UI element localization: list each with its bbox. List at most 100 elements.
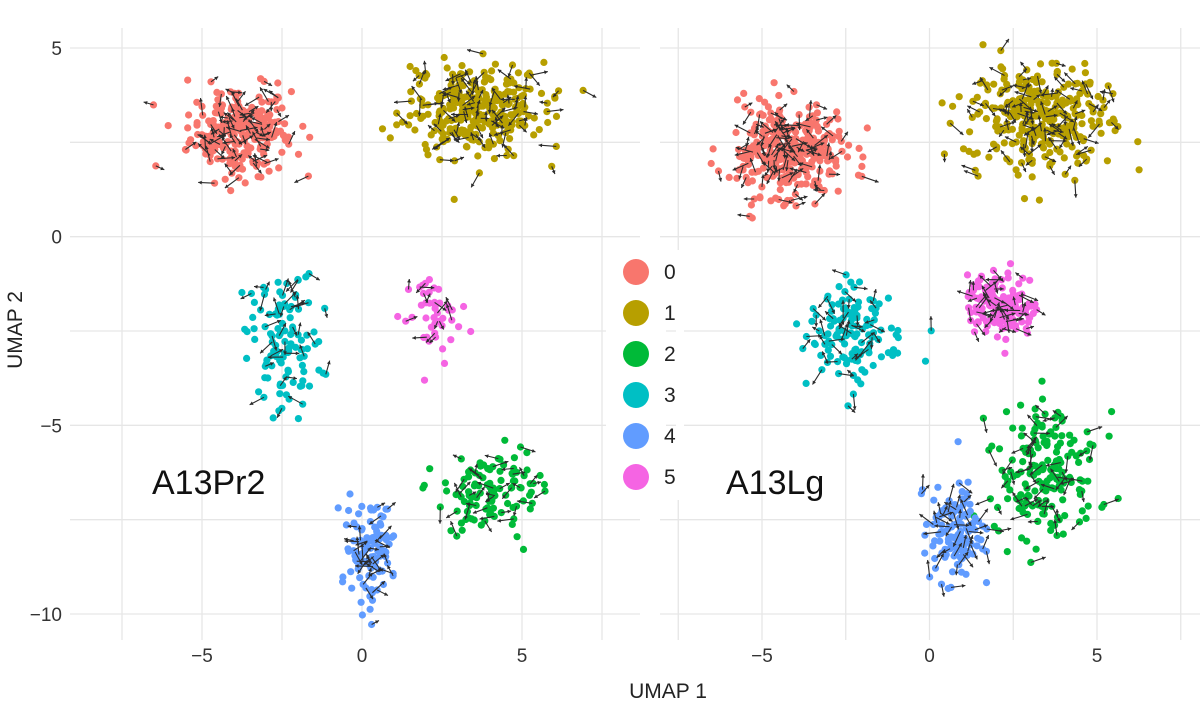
cell-point-cluster-3 xyxy=(793,320,801,328)
velocity-arrow-head xyxy=(442,87,447,91)
cell-point-cluster-1 xyxy=(440,53,448,62)
velocity-arrow-head xyxy=(263,154,268,159)
cell-point-cluster-2 xyxy=(482,505,490,513)
velocity-arrow-head xyxy=(442,91,446,96)
velocity-arrow-head xyxy=(355,536,360,541)
velocity-arrow-head xyxy=(1045,463,1050,467)
velocity-arrow-head xyxy=(267,355,272,360)
velocity-arrow-head xyxy=(847,370,852,374)
velocity-arrow-head xyxy=(507,73,512,78)
velocity-arrow-head xyxy=(217,133,222,138)
cell-point-cluster-0 xyxy=(776,186,784,194)
x-tick-label: −5 xyxy=(751,646,773,667)
velocity-arrow-head xyxy=(455,488,460,493)
velocity-arrow-head xyxy=(269,90,273,95)
velocity-arrow-head xyxy=(1040,92,1045,97)
velocity-arrow-head xyxy=(1027,77,1031,81)
velocity-arrow-head xyxy=(759,124,764,128)
velocity-arrow-head xyxy=(987,299,992,303)
velocity-arrow-head xyxy=(465,502,470,507)
velocity-arrow-head xyxy=(799,162,804,166)
cell-point-cluster-3 xyxy=(877,353,886,361)
velocity-arrow-head xyxy=(427,293,431,298)
velocity-arrow-head xyxy=(959,131,964,135)
cell-point-cluster-2 xyxy=(477,521,485,529)
velocity-arrow-head xyxy=(819,319,823,324)
cell-point-cluster-1 xyxy=(1080,135,1088,143)
cell-point-cluster-1 xyxy=(491,60,499,68)
cell-point-cluster-2 xyxy=(1098,503,1106,511)
cell-point-cluster-0 xyxy=(740,154,748,162)
velocity-arrow-head xyxy=(384,592,388,596)
velocity-arrow-head xyxy=(1055,89,1060,94)
velocity-arrow-head xyxy=(979,530,984,535)
velocity-arrow-head xyxy=(859,324,863,329)
cell-point-cluster-1 xyxy=(386,134,394,142)
cell-point-cluster-1 xyxy=(1062,99,1070,107)
velocity-arrow-head xyxy=(963,534,968,539)
velocity-arrow-head xyxy=(874,179,879,183)
cell-point-cluster-2 xyxy=(1051,432,1059,440)
cell-point-cluster-3 xyxy=(838,296,847,304)
cell-point-cluster-2 xyxy=(1034,496,1043,505)
cell-point-cluster-2 xyxy=(513,533,521,541)
velocity-arrow-head xyxy=(433,123,438,128)
velocity-arrow-head xyxy=(269,107,274,112)
cell-point-cluster-0 xyxy=(287,88,295,96)
cell-point-cluster-3 xyxy=(884,294,893,302)
cell-point-cluster-2 xyxy=(479,474,487,482)
velocity-arrow-head xyxy=(1036,94,1040,99)
velocity-arrow-head xyxy=(440,325,444,330)
cell-point-cluster-5 xyxy=(1006,260,1015,268)
velocity-arrow-head xyxy=(1020,317,1024,321)
cell-point-cluster-0 xyxy=(767,197,775,205)
velocity-arrow-head xyxy=(1053,105,1058,110)
velocity-arrow-head xyxy=(257,169,262,174)
velocity-arrow-head xyxy=(987,314,992,318)
velocity-arrow-head xyxy=(1006,329,1011,333)
velocity-arrow-head xyxy=(249,135,254,140)
cell-point-cluster-0 xyxy=(813,109,822,117)
legend-key-cluster-2 xyxy=(623,341,649,367)
velocity-arrow-head xyxy=(471,95,476,100)
velocity-arrow-head xyxy=(821,126,826,131)
velocity-arrow-head xyxy=(1046,431,1050,436)
velocity-arrow-head xyxy=(1037,503,1042,507)
velocity-arrow-head xyxy=(210,130,215,135)
x-axis-title: UMAP 1 xyxy=(629,680,707,703)
velocity-arrow-head xyxy=(1018,102,1023,107)
cell-point-cluster-5 xyxy=(1007,322,1015,330)
cell-point-cluster-1 xyxy=(474,92,482,100)
velocity-arrow-head xyxy=(507,509,512,514)
velocity-arrow-head xyxy=(445,137,450,142)
velocity-arrow-head xyxy=(434,325,438,329)
velocity-arrow-head xyxy=(985,277,990,282)
velocity-arrow-head xyxy=(1011,121,1016,125)
cell-point-cluster-3 xyxy=(274,278,282,286)
velocity-arrow-head xyxy=(987,148,992,152)
velocity-arrow-head xyxy=(772,128,777,133)
velocity-arrow-head xyxy=(1052,158,1057,163)
velocity-arrow-head xyxy=(756,141,761,146)
velocity-arrow-head xyxy=(741,183,745,188)
cell-point-cluster-1 xyxy=(955,93,963,101)
velocity-arrow-head xyxy=(375,538,380,543)
velocity-arrow-head xyxy=(539,100,544,105)
velocity-arrow-head xyxy=(500,97,505,102)
velocity-arrow-head xyxy=(836,172,841,177)
velocity-arrow-head xyxy=(844,323,848,328)
velocity-arrow-head xyxy=(467,102,471,106)
cell-point-cluster-2 xyxy=(511,477,519,485)
velocity-arrow-head xyxy=(238,90,242,95)
velocity-arrow-head xyxy=(456,97,461,102)
velocity-arrow-head xyxy=(273,297,277,302)
velocity-arrow-head xyxy=(1046,131,1051,136)
velocity-arrow-head xyxy=(246,125,250,130)
velocity-arrow-head xyxy=(844,131,848,136)
cell-point-cluster-2 xyxy=(1038,377,1046,385)
velocity-arrow-head xyxy=(1049,124,1053,128)
velocity-arrow-head xyxy=(295,351,300,356)
velocity-arrow-head xyxy=(592,94,597,98)
velocity-arrow-head xyxy=(198,180,202,185)
velocity-arrow-head xyxy=(229,171,234,176)
